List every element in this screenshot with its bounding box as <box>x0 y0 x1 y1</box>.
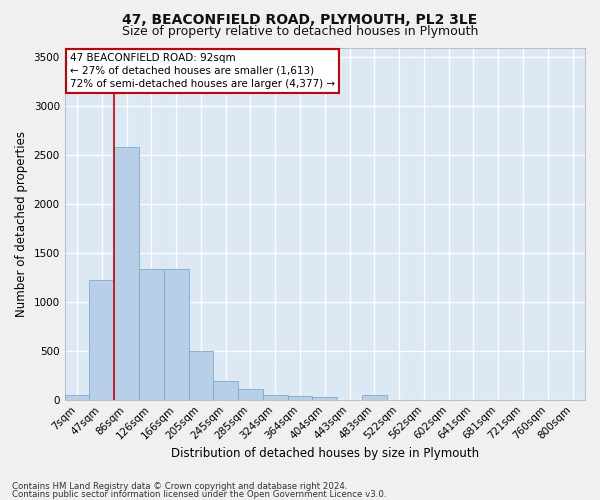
Bar <box>65 395 89 400</box>
Y-axis label: Number of detached properties: Number of detached properties <box>15 130 28 316</box>
Bar <box>214 381 238 400</box>
Bar <box>89 280 114 400</box>
Bar <box>362 396 387 400</box>
Bar <box>139 268 164 400</box>
Text: 47 BEACONFIELD ROAD: 92sqm
← 27% of detached houses are smaller (1,613)
72% of s: 47 BEACONFIELD ROAD: 92sqm ← 27% of deta… <box>70 53 335 89</box>
Bar <box>238 389 263 400</box>
Text: Contains HM Land Registry data © Crown copyright and database right 2024.: Contains HM Land Registry data © Crown c… <box>12 482 347 491</box>
Bar <box>114 148 139 400</box>
Bar <box>164 268 188 400</box>
Text: Size of property relative to detached houses in Plymouth: Size of property relative to detached ho… <box>122 25 478 38</box>
Bar <box>287 396 313 400</box>
Bar <box>263 395 287 400</box>
Bar <box>188 351 214 400</box>
Text: Contains public sector information licensed under the Open Government Licence v3: Contains public sector information licen… <box>12 490 386 499</box>
X-axis label: Distribution of detached houses by size in Plymouth: Distribution of detached houses by size … <box>171 447 479 460</box>
Bar <box>313 397 337 400</box>
Text: 47, BEACONFIELD ROAD, PLYMOUTH, PL2 3LE: 47, BEACONFIELD ROAD, PLYMOUTH, PL2 3LE <box>122 12 478 26</box>
